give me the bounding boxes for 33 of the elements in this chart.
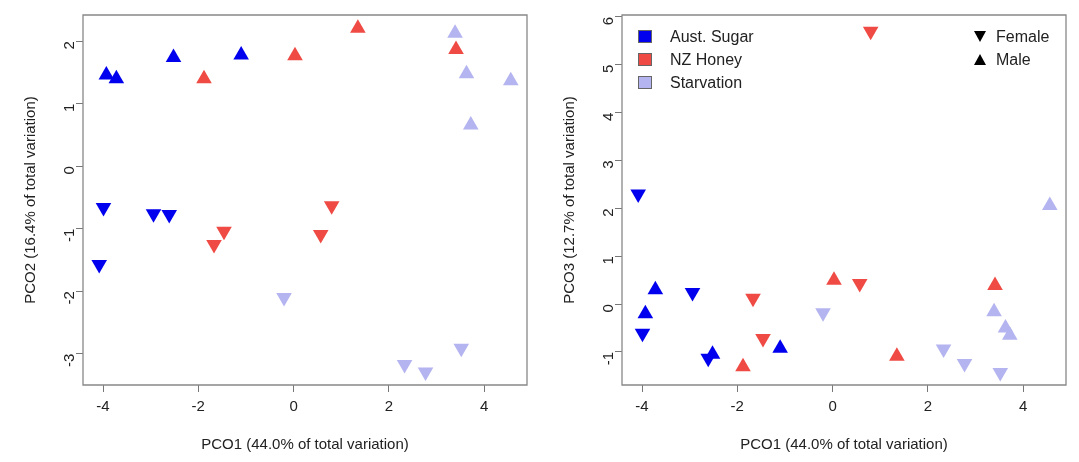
x-tick-label: 0 [289, 397, 298, 415]
legend-label: Aust. Sugar [670, 27, 754, 46]
y-tick-label: -2 [60, 291, 78, 305]
y-tick-label: 0 [60, 166, 78, 175]
x-tick-label: -2 [730, 397, 744, 415]
y-tick-label: 2 [599, 208, 617, 217]
y-tick-label: 1 [599, 256, 617, 265]
legend-label: NZ Honey [670, 50, 743, 69]
y-tick-label: 1 [60, 103, 78, 113]
annotation: Male [996, 50, 1031, 69]
y-tick-label: 0 [599, 304, 617, 313]
x-tick-label: -4 [635, 397, 649, 415]
y-tick-label: -3 [60, 353, 78, 368]
y-tick-label: 3 [599, 160, 617, 169]
annotation: Female [996, 27, 1050, 46]
y-axis-title: PCO2 (16.4% of total variation) [21, 96, 39, 304]
x-tick-label: 2 [923, 397, 933, 415]
y-tick-label: 2 [60, 41, 78, 50]
x-tick-label: 0 [828, 397, 837, 415]
y-tick-label: 5 [599, 64, 617, 74]
y-tick-label: 4 [599, 112, 617, 121]
x-axis-title: PCO1 (44.0% of total variation) [201, 435, 409, 453]
y-tick-label: -1 [599, 351, 617, 366]
x-tick-label: -4 [96, 397, 110, 415]
y-tick-label: 6 [599, 16, 617, 26]
x-tick-label: -2 [191, 397, 205, 415]
x-tick-label: 4 [479, 397, 489, 415]
y-axis-title: PCO3 (12.7% of total variation) [560, 96, 578, 304]
x-tick-label: 4 [1018, 397, 1028, 415]
x-tick-label: 2 [384, 397, 394, 415]
legend-label: Starvation [670, 73, 743, 92]
x-axis-title: PCO1 (44.0% of total variation) [740, 435, 948, 453]
y-tick-label: -1 [60, 228, 78, 243]
